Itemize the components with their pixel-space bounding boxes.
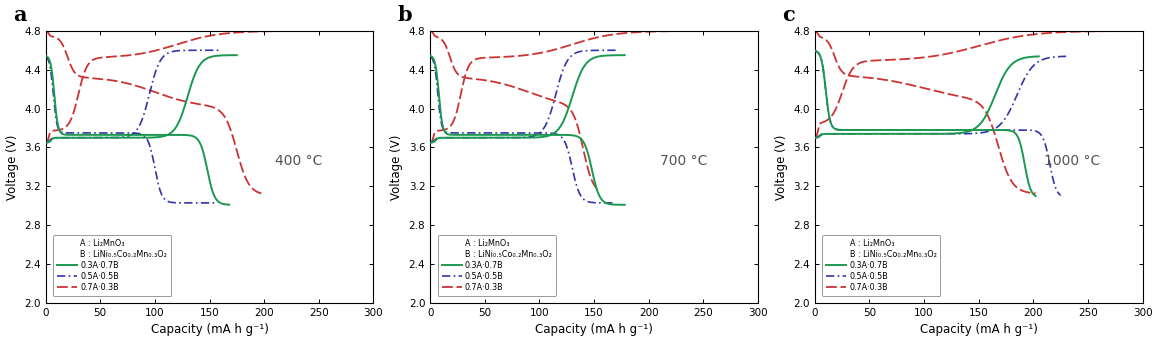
Text: 700 °C: 700 °C [660,155,708,169]
Text: a: a [13,5,27,25]
Legend: A : Li₂MnO₃, B : LiNi₀.₅Co₀.₂Mn₀.₃O₂, 0.3A·0.7B, 0.5A·0.5B, 0.7A·0.3B: A : Li₂MnO₃, B : LiNi₀.₅Co₀.₂Mn₀.₃O₂, 0.… [438,235,556,296]
Legend: A : Li₂MnO₃, B : LiNi₀.₅Co₀.₂Mn₀.₃O₂, 0.3A·0.7B, 0.5A·0.5B, 0.7A·0.3B: A : Li₂MnO₃, B : LiNi₀.₅Co₀.₂Mn₀.₃O₂, 0.… [53,235,171,296]
Y-axis label: Voltage (V): Voltage (V) [775,134,787,200]
X-axis label: Capacity (mA h g⁻¹): Capacity (mA h g⁻¹) [151,324,269,337]
Y-axis label: Voltage (V): Voltage (V) [6,134,19,200]
Legend: A : Li₂MnO₃, B : LiNi₀.₅Co₀.₂Mn₀.₃O₂, 0.3A·0.7B, 0.5A·0.5B, 0.7A·0.3B: A : Li₂MnO₃, B : LiNi₀.₅Co₀.₂Mn₀.₃O₂, 0.… [822,235,940,296]
Text: 400 °C: 400 °C [276,155,322,169]
X-axis label: Capacity (mA h g⁻¹): Capacity (mA h g⁻¹) [919,324,1038,337]
Y-axis label: Voltage (V): Voltage (V) [390,134,403,200]
X-axis label: Capacity (mA h g⁻¹): Capacity (mA h g⁻¹) [535,324,653,337]
Text: b: b [397,5,412,25]
Text: 1000 °C: 1000 °C [1045,155,1100,169]
Text: c: c [782,5,794,25]
